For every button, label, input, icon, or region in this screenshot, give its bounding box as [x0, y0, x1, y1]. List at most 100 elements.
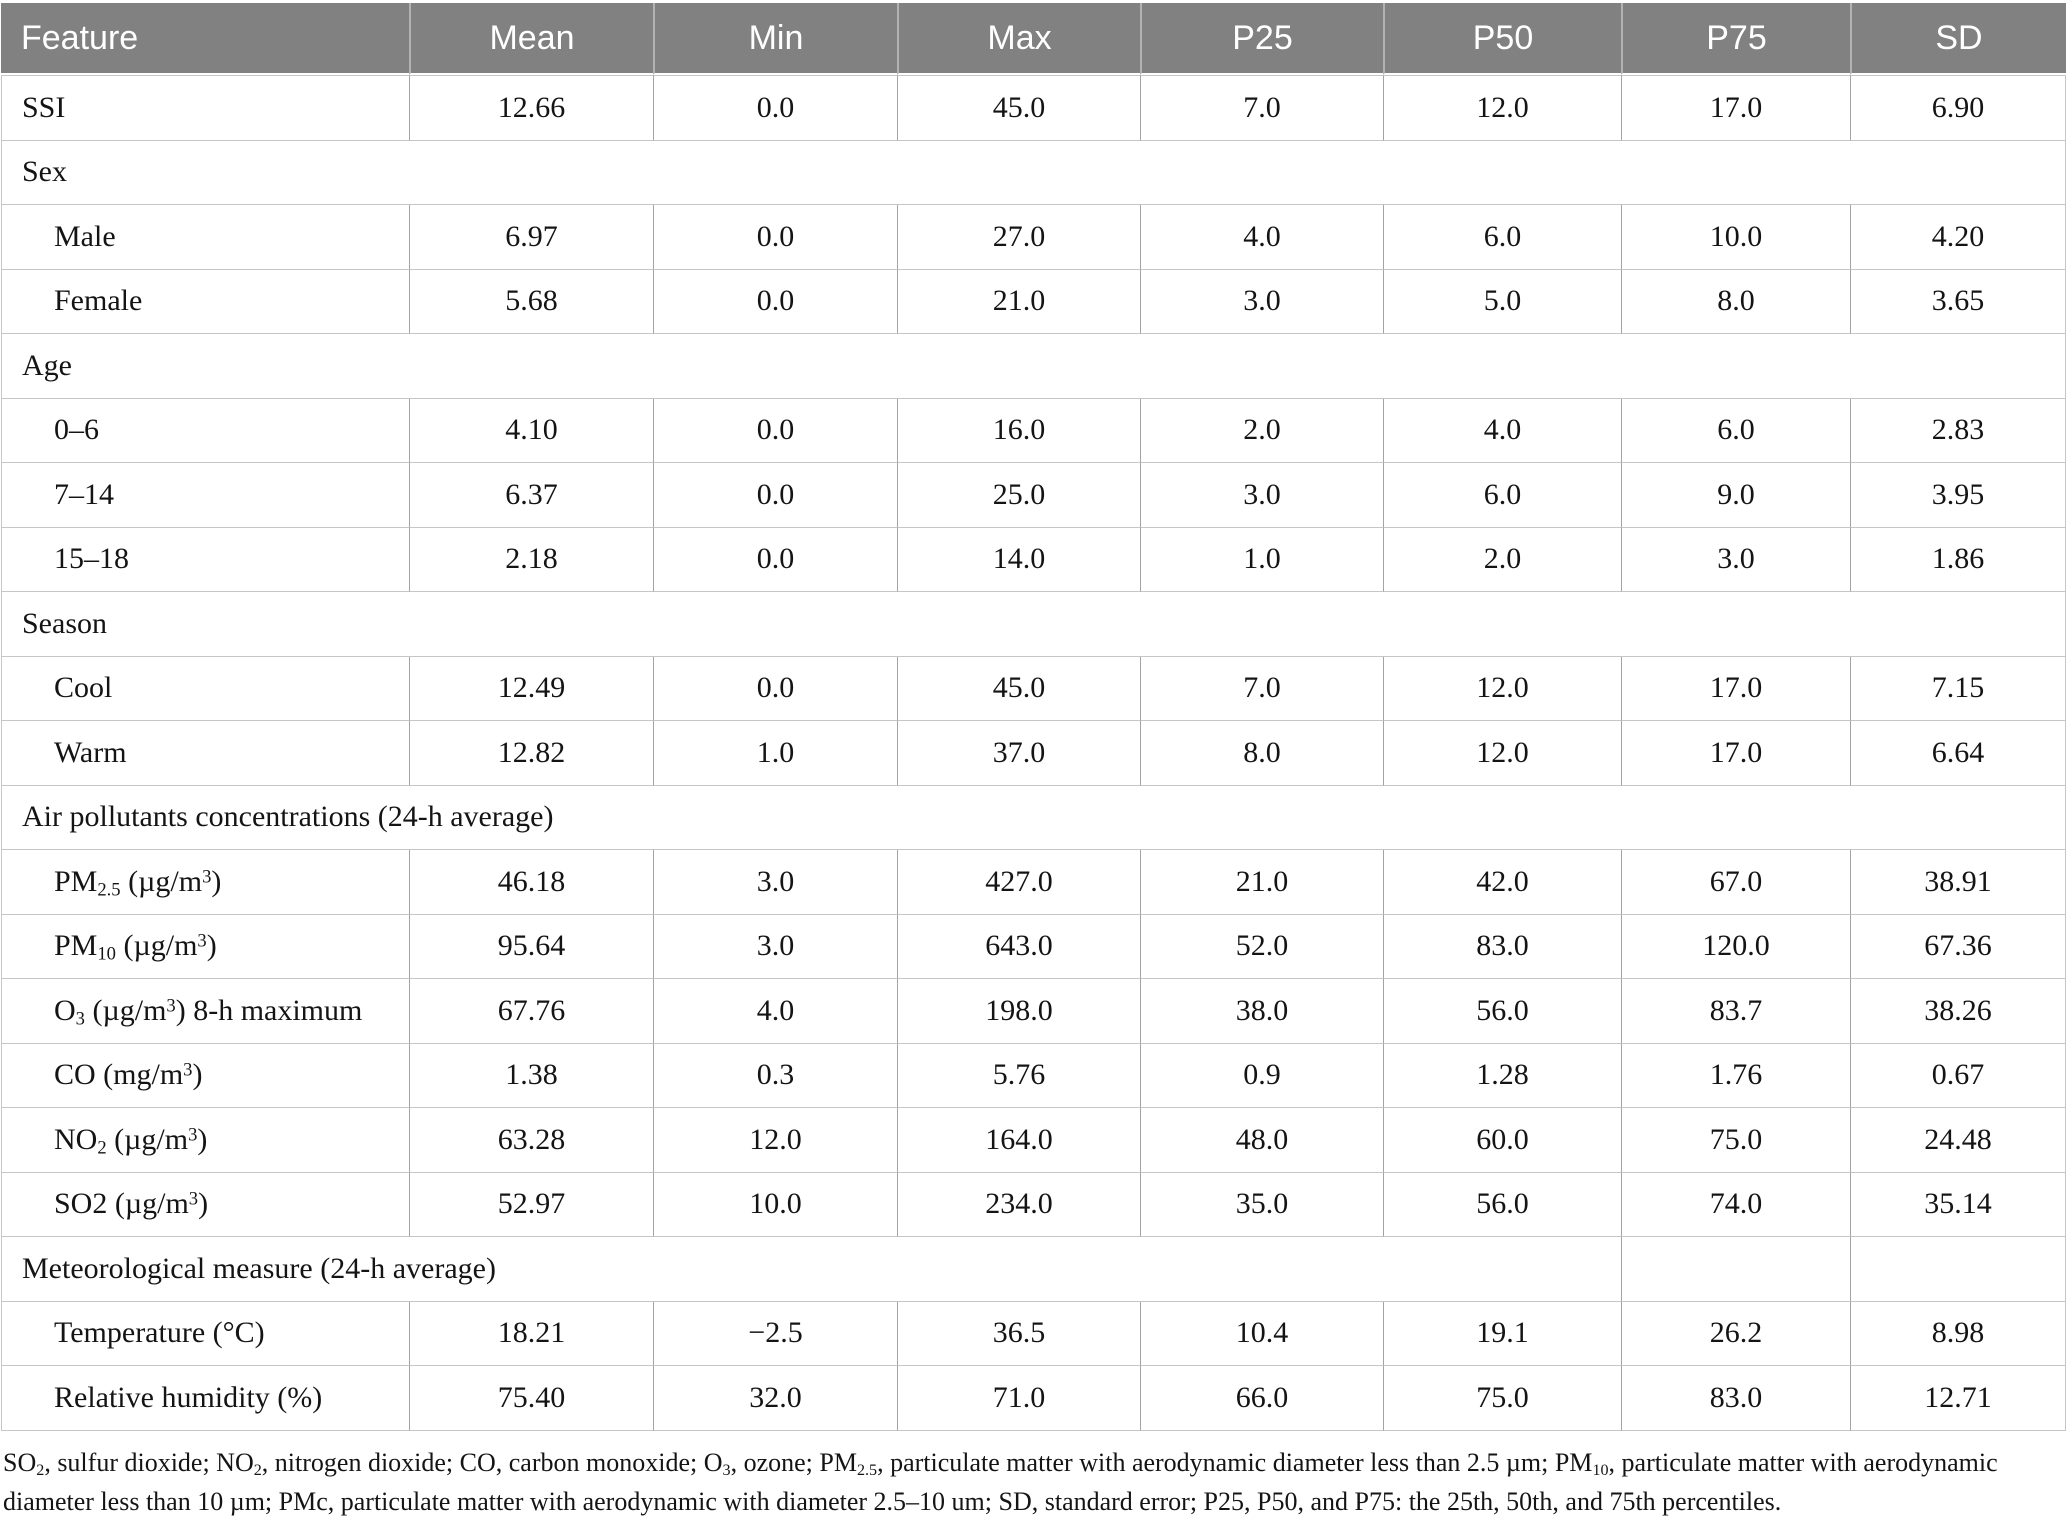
table-body: SSI 12.66 0.0 45.0 7.0 12.0 17.0 6.90 Sex Male 6.9…: [1, 75, 2066, 1431]
value-cell: 42.0: [1383, 850, 1621, 915]
column-header-min: Min: [653, 3, 897, 75]
value-cell: 0.67: [1850, 1043, 2066, 1108]
feature-cell: CO (mg/m3): [1, 1043, 409, 1108]
feature-cell: 15–18: [1, 527, 409, 592]
value-cell: 60.0: [1383, 1108, 1621, 1173]
value-cell: 12.82: [409, 721, 653, 786]
value-cell: 0.0: [653, 269, 897, 334]
value-cell: 46.18: [409, 850, 653, 915]
value-cell: 12.0: [1383, 75, 1621, 141]
value-cell: 5.0: [1383, 269, 1621, 334]
feature-cell: 0–6: [1, 398, 409, 463]
section-row: Sex: [1, 140, 2066, 205]
value-cell: 10.0: [1621, 205, 1850, 270]
value-cell: 25.0: [897, 463, 1140, 528]
value-cell: 17.0: [1621, 75, 1850, 141]
table-row: PM10 (µg/m3) 95.64 3.0 643.0 52.0 83.0 120.0 67…: [1, 914, 2066, 979]
value-cell: 66.0: [1140, 1366, 1383, 1431]
value-cell: 3.95: [1850, 463, 2066, 528]
value-cell: 36.5: [897, 1301, 1140, 1366]
value-cell: 12.0: [653, 1108, 897, 1173]
column-header-p25: P25: [1140, 3, 1383, 75]
value-cell: 6.90: [1850, 75, 2066, 141]
value-cell: 7.0: [1140, 656, 1383, 721]
value-cell: 16.0: [897, 398, 1140, 463]
value-cell: 6.0: [1621, 398, 1850, 463]
value-cell: 3.0: [653, 850, 897, 915]
value-cell: 26.2: [1621, 1301, 1850, 1366]
value-cell: 4.0: [1383, 398, 1621, 463]
value-cell: 198.0: [897, 979, 1140, 1044]
value-cell: 3.0: [1621, 527, 1850, 592]
value-cell: 4.0: [653, 979, 897, 1044]
table-row: 15–18 2.18 0.0 14.0 1.0 2.0 3.0 1.86: [1, 527, 2066, 592]
value-cell: 120.0: [1621, 914, 1850, 979]
feature-cell: SO2 (µg/m3): [1, 1172, 409, 1237]
value-cell: 38.91: [1850, 850, 2066, 915]
value-cell: −2.5: [653, 1301, 897, 1366]
value-cell: 0.0: [653, 463, 897, 528]
value-cell: 2.18: [409, 527, 653, 592]
value-cell: 0.0: [653, 398, 897, 463]
value-cell: 27.0: [897, 205, 1140, 270]
value-cell: 7.0: [1140, 75, 1383, 141]
value-cell: 35.0: [1140, 1172, 1383, 1237]
value-cell: 6.0: [1383, 463, 1621, 528]
table-row: Female 5.68 0.0 21.0 3.0 5.0 8.0 3.65: [1, 269, 2066, 334]
value-cell: 37.0: [897, 721, 1140, 786]
feature-cell: PM10 (µg/m3): [1, 914, 409, 979]
section-row: Season: [1, 592, 2066, 657]
section-row: Meteorological measure (24-h average): [1, 1237, 2066, 1302]
value-cell: 48.0: [1140, 1108, 1383, 1173]
value-cell: 4.20: [1850, 205, 2066, 270]
table-row: NO2 (µg/m3) 63.28 12.0 164.0 48.0 60.0 75.0 24.…: [1, 1108, 2066, 1173]
table-row: O3 (µg/m3) 8-h maximum 67.76 4.0 198.0 38.0 5…: [1, 979, 2066, 1044]
value-cell: 4.10: [409, 398, 653, 463]
value-cell: 1.0: [653, 721, 897, 786]
value-cell: 1.76: [1621, 1043, 1850, 1108]
section-label: Meteorological measure (24-h average): [1, 1237, 1621, 1302]
value-cell: 17.0: [1621, 656, 1850, 721]
value-cell: 1.28: [1383, 1043, 1621, 1108]
table-row: Cool 12.49 0.0 45.0 7.0 12.0 17.0 7.15: [1, 656, 2066, 721]
feature-cell: O3 (µg/m3) 8-h maximum: [1, 979, 409, 1044]
value-cell: 6.64: [1850, 721, 2066, 786]
feature-cell: Male: [1, 205, 409, 270]
feature-cell: 7–14: [1, 463, 409, 528]
value-cell: 6.0: [1383, 205, 1621, 270]
column-header-mean: Mean: [409, 3, 653, 75]
value-cell: 8.98: [1850, 1301, 2066, 1366]
value-cell: 21.0: [1140, 850, 1383, 915]
value-cell: 45.0: [897, 75, 1140, 141]
empty-cell: [1621, 1237, 1850, 1302]
column-header-feature: Feature: [1, 3, 409, 75]
value-cell: 0.3: [653, 1043, 897, 1108]
value-cell: 10.0: [653, 1172, 897, 1237]
feature-cell: SSI: [1, 75, 409, 141]
value-cell: 32.0: [653, 1366, 897, 1431]
value-cell: 95.64: [409, 914, 653, 979]
feature-cell: Warm: [1, 721, 409, 786]
value-cell: 67.76: [409, 979, 653, 1044]
value-cell: 74.0: [1621, 1172, 1850, 1237]
value-cell: 7.15: [1850, 656, 2066, 721]
value-cell: 21.0: [897, 269, 1140, 334]
value-cell: 427.0: [897, 850, 1140, 915]
section-label: Age: [1, 334, 2066, 399]
value-cell: 75.40: [409, 1366, 653, 1431]
table-row: 7–14 6.37 0.0 25.0 3.0 6.0 9.0 3.95: [1, 463, 2066, 528]
section-row: Age: [1, 334, 2066, 399]
header-row: Feature Mean Min Max P25 P50 P75 SD: [1, 3, 2066, 75]
value-cell: 38.0: [1140, 979, 1383, 1044]
value-cell: 67.36: [1850, 914, 2066, 979]
summary-statistics-table: Feature Mean Min Max P25 P50 P75 SD SSI 12.66 0.0…: [1, 3, 2066, 1431]
value-cell: 12.0: [1383, 721, 1621, 786]
value-cell: 12.66: [409, 75, 653, 141]
section-label: Air pollutants concentrations (24-h aver…: [1, 785, 2066, 850]
value-cell: 63.28: [409, 1108, 653, 1173]
table-row: Temperature (°C) 18.21 −2.5 36.5 10.4 19.1 26.…: [1, 1301, 2066, 1366]
value-cell: 12.49: [409, 656, 653, 721]
value-cell: 3.0: [653, 914, 897, 979]
value-cell: 19.1: [1383, 1301, 1621, 1366]
value-cell: 83.7: [1621, 979, 1850, 1044]
